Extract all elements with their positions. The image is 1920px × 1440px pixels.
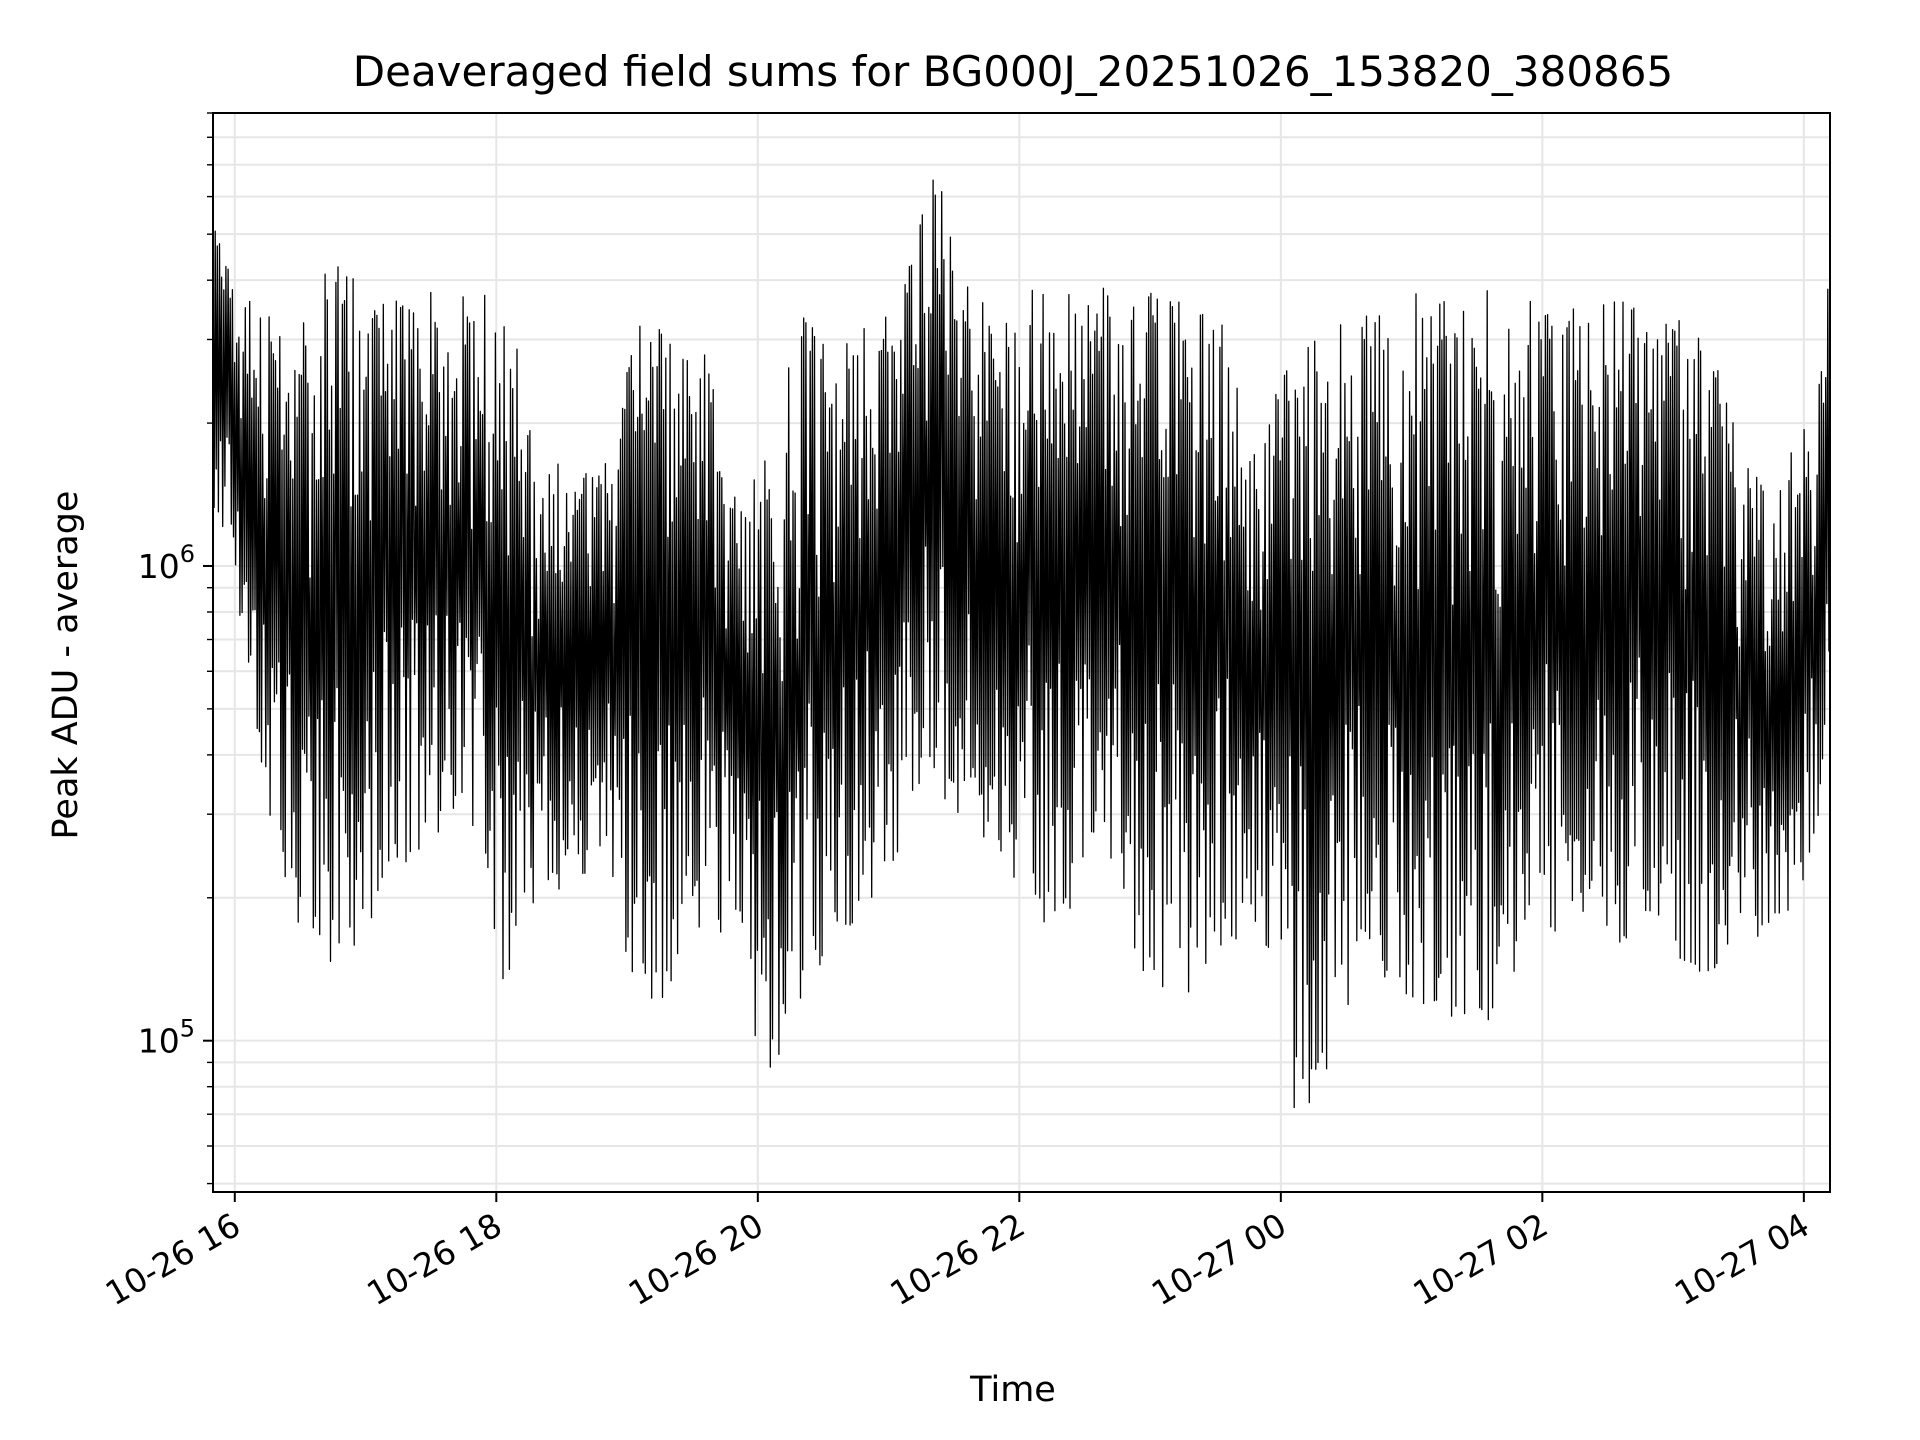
y-axis-label: Peak ADU - average — [46, 491, 86, 840]
x-axis-label: Time — [969, 1370, 1056, 1410]
y-tick-label: 105 — [138, 1015, 195, 1061]
series-line — [212, 179, 1831, 1109]
chart-title: Deaveraged field sums for BG000J_2025102… — [353, 47, 1673, 96]
y-tick-label: 106 — [138, 540, 195, 586]
data-series — [212, 179, 1831, 1109]
plot-frame — [212, 112, 1831, 1193]
